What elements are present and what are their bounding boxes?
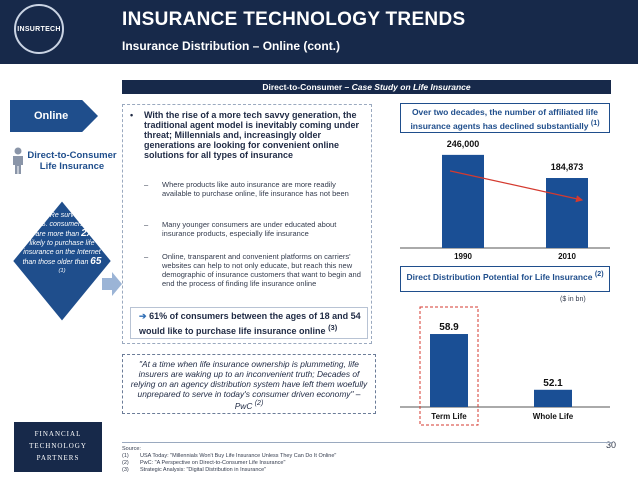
distribution-bar-chart: 58.9 52.1 Term Life Whole Life xyxy=(400,306,610,426)
tab-online[interactable]: Online xyxy=(10,100,98,132)
pwc-quote: "At a time when life insurance ownership… xyxy=(122,354,376,414)
bar-term-life xyxy=(430,334,468,407)
survey-age-1: 44 xyxy=(22,228,34,239)
bullet-marker: • xyxy=(130,110,134,120)
logo-line-2: TECHNOLOGY xyxy=(29,442,87,450)
quote-footnote: (2) xyxy=(254,400,264,407)
category-label-whole-life: Whole Life xyxy=(533,412,574,421)
main-bullet-text: With the rise of a more tech savvy gener… xyxy=(144,110,360,160)
tab-online-label: Online xyxy=(34,110,69,122)
source-item: (1) USA Today: "Millennials Won't Buy Lif… xyxy=(122,453,602,460)
stat-text: 61% of consumers between the ages of 18 … xyxy=(139,311,361,336)
source-text: USA Today: "Millennials Won't Buy Life I… xyxy=(140,453,337,459)
category-label-1990: 1990 xyxy=(454,252,472,261)
category-label: Direct-to-Consumer Life Insurance xyxy=(27,150,117,172)
value-label-2010: 184,873 xyxy=(551,162,584,172)
bullet-panel xyxy=(122,104,372,344)
distribution-chart-header: Direct Distribution Potential for Life I… xyxy=(400,266,610,292)
agents-chart-footnote: (1) xyxy=(590,119,600,127)
survey-badge-shape xyxy=(10,198,114,324)
stat-footnote: (3) xyxy=(328,323,338,332)
bar-2010 xyxy=(546,178,588,248)
sources-list: Source: (1) USA Today: "Millennials Won't… xyxy=(122,446,602,474)
source-text: PwC: "A Perspective on Direct-to-Consume… xyxy=(140,460,286,466)
agents-bar-chart: 246,000 184,873 1990 2010 xyxy=(400,139,610,261)
survey-age-2: 65 xyxy=(90,256,102,267)
sub-bullet-marker: – xyxy=(144,220,149,229)
section-title-emphasis: Case Study on Life Insurance xyxy=(351,82,471,92)
quote-text: "At a time when life insurance ownership… xyxy=(130,359,368,399)
section-title-bar: Direct-to-Consumer – Case Study on Life … xyxy=(122,80,611,94)
footer-divider xyxy=(122,442,612,443)
highlight-box-term-life xyxy=(419,306,479,426)
source-num: (2) xyxy=(122,460,129,466)
survey-footnote: (1) xyxy=(58,268,66,274)
survey-line-2: are more than xyxy=(35,231,80,238)
survey-callout-text: A Swiss Re survey found that U.S. consum… xyxy=(20,211,104,278)
sources-label: Source: xyxy=(122,446,141,452)
sub-bullet-3: – Online, transparent and convenient pla… xyxy=(144,252,366,288)
source-text: Strategic Analysis: "Digital Distributio… xyxy=(140,467,267,473)
distribution-chart-title: Direct Distribution Potential for Life I… xyxy=(406,271,593,282)
source-num: (3) xyxy=(122,467,129,473)
source-item: (2) PwC: "A Perspective on Direct-to-Cons… xyxy=(122,460,602,467)
main-bullet: • With the rise of a more tech savvy gen… xyxy=(130,110,366,160)
survey-multiplier: 2x xyxy=(81,228,93,239)
arrow-right-icon xyxy=(102,272,122,296)
logo-text: INSURTECH xyxy=(17,25,61,33)
source-item: (3) Strategic Analysis: "Digital Distribu… xyxy=(122,467,602,474)
sub-bullet-text: Where products like auto insurance are m… xyxy=(162,180,349,198)
logo-line-1: FINANCIAL xyxy=(34,430,82,438)
survey-line-3: as likely to purchase life insurance on … xyxy=(22,231,102,266)
value-label-1990: 246,000 xyxy=(447,139,480,149)
trend-arrow xyxy=(449,170,584,203)
bar-1990 xyxy=(442,154,484,248)
sub-bullet-marker: – xyxy=(144,180,149,189)
survey-line-1: A Swiss Re survey found that U.S. consum… xyxy=(20,212,104,228)
category-label-2010: 2010 xyxy=(558,252,576,261)
insurtech-logo: INSURTECH xyxy=(14,4,64,54)
sub-bullet-1: – Where products like auto insurance are… xyxy=(144,180,366,198)
sub-bullet-text: Online, transparent and convenient platf… xyxy=(162,252,361,288)
source-num: (1) xyxy=(122,453,129,459)
bar-whole-life xyxy=(534,389,572,407)
sub-bullet-2: – Many younger consumers are under educa… xyxy=(144,220,366,238)
section-title-prefix: Direct-to-Consumer – xyxy=(262,82,352,92)
agents-chart-title: Over two decades, the number of affiliat… xyxy=(410,107,599,131)
page-subtitle: Insurance Distribution – Online (cont.) xyxy=(122,39,341,53)
ftp-logo: FINANCIAL TECHNOLOGY PARTNERS xyxy=(14,422,102,472)
stat-callout: ➔ 61% of consumers between the ages of 1… xyxy=(130,307,368,339)
sub-bullet-marker: – xyxy=(144,252,149,261)
page-title: INSURANCE TECHNOLOGY TRENDS xyxy=(122,9,466,30)
sub-bullet-text: Many younger consumers are under educate… xyxy=(162,220,337,238)
header-bar: INSURTECH INSURANCE TECHNOLOGY TRENDS In… xyxy=(0,0,638,64)
value-label-term-life: 58.9 xyxy=(439,322,459,333)
distribution-chart-footnote: (2) xyxy=(594,270,604,278)
agents-chart-header: Over two decades, the number of affiliat… xyxy=(400,103,610,133)
quote-attribution: – PwC xyxy=(234,389,361,411)
logo-line-3: PARTNERS xyxy=(36,454,80,462)
value-label-whole-life: 52.1 xyxy=(543,378,563,389)
category-label-term-life: Term Life xyxy=(431,412,467,421)
arrow-right-icon: ➔ xyxy=(139,311,147,321)
person-icon xyxy=(13,147,23,174)
page-number: 30 xyxy=(606,440,617,450)
units-label: ($ in bn) xyxy=(560,296,586,303)
